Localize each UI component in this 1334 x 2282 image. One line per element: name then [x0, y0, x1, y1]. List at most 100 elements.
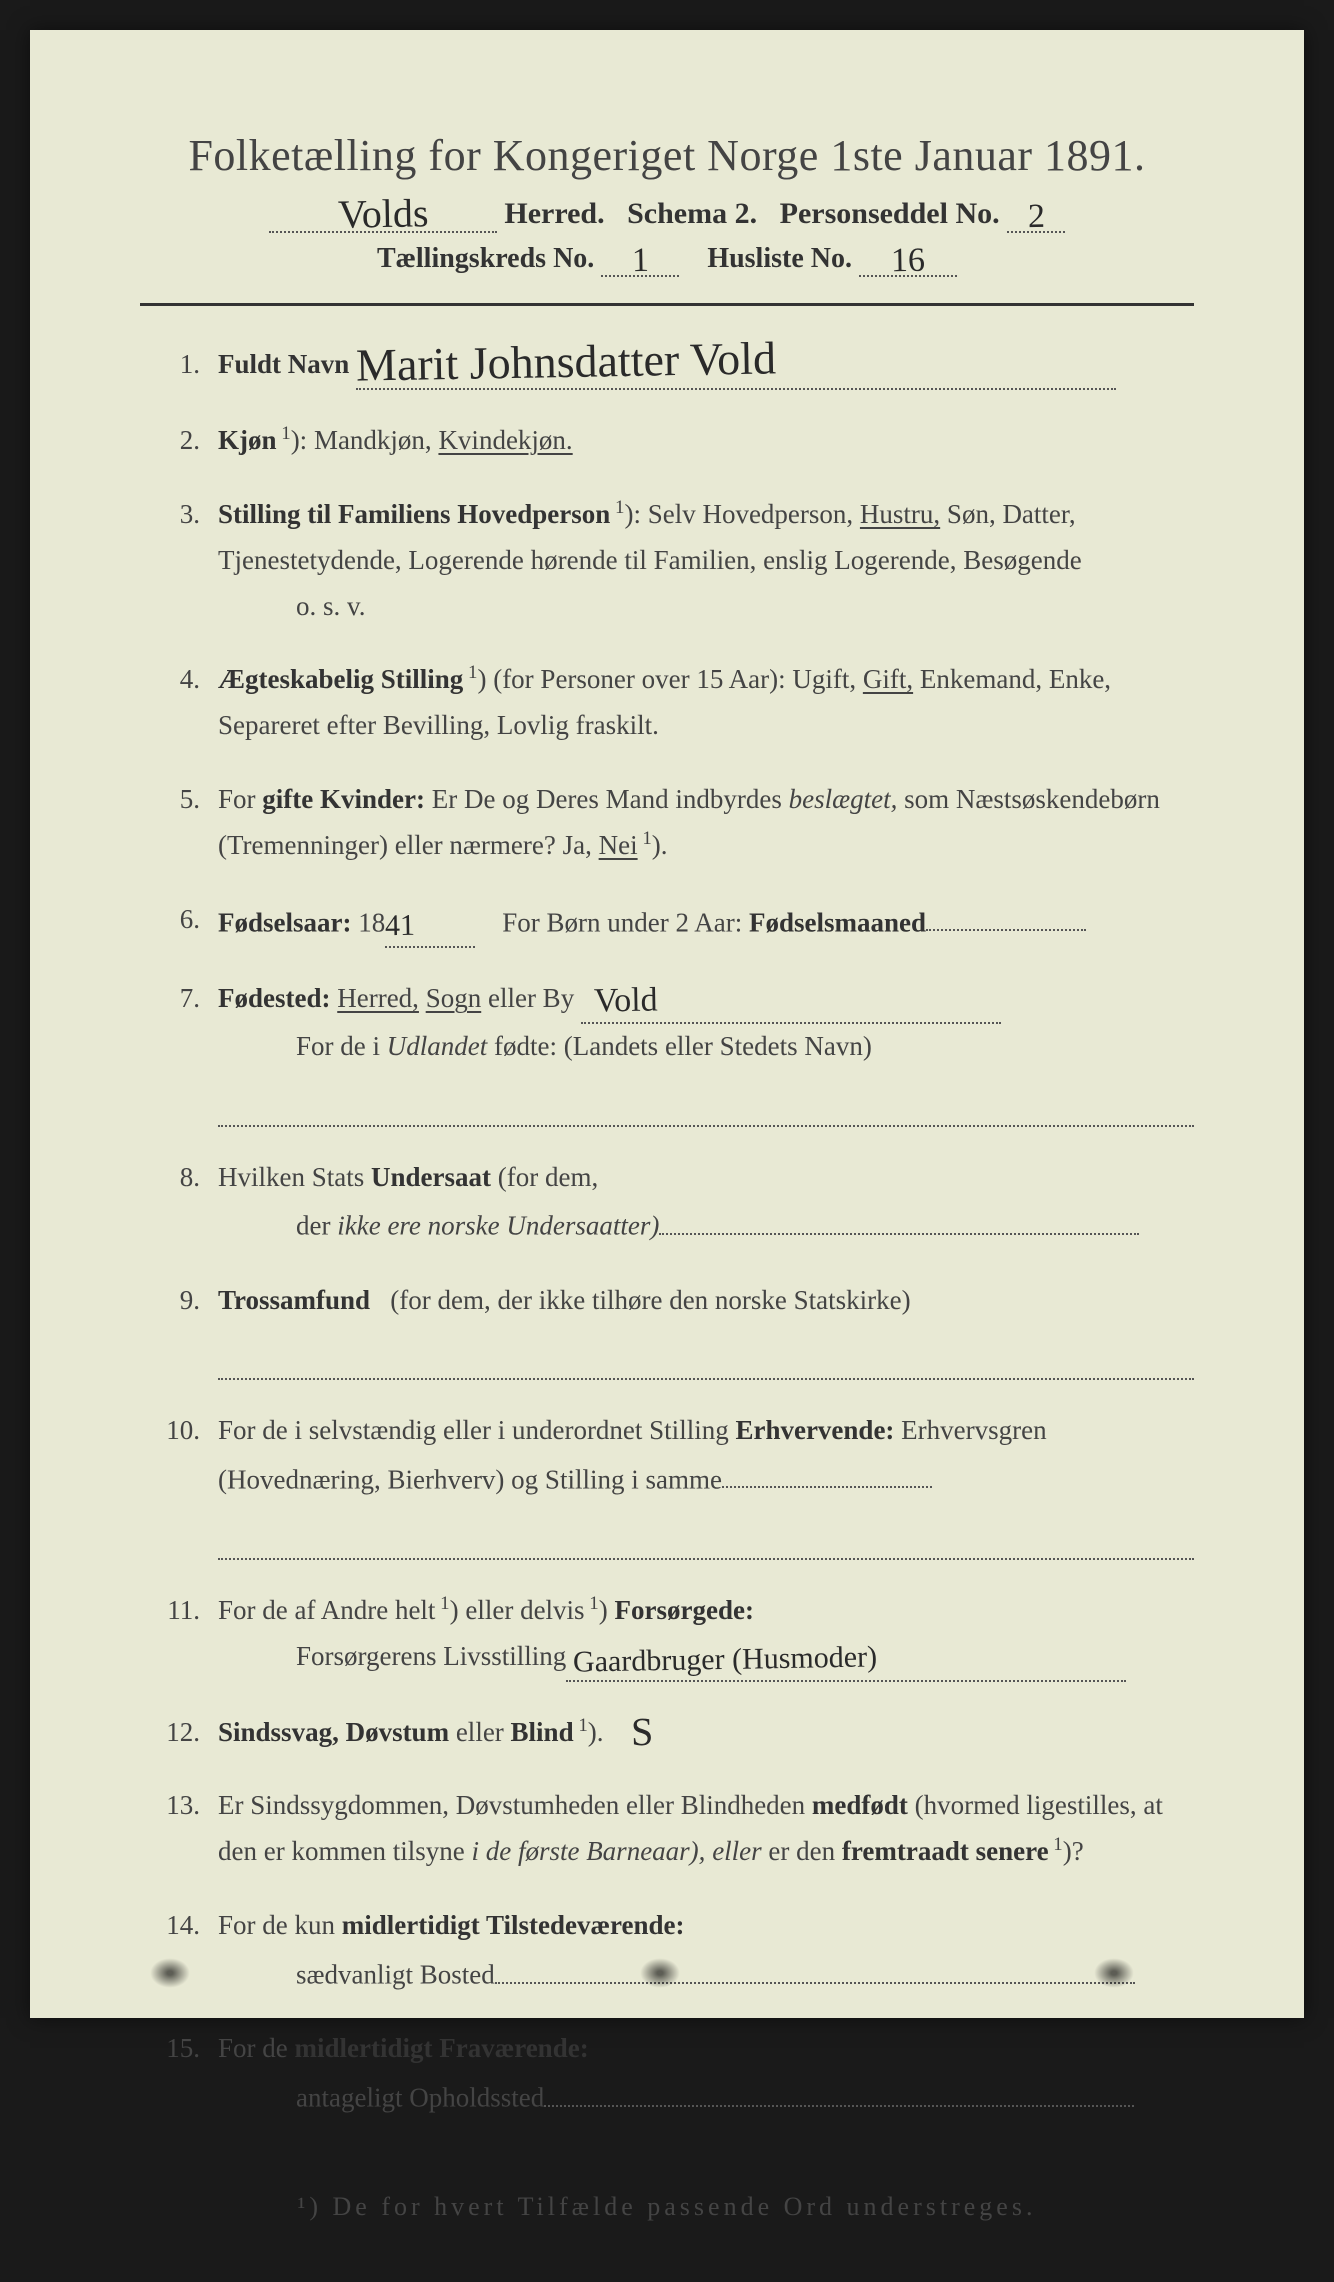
husliste-handwritten: 16 — [891, 251, 925, 272]
q7-text1: eller By — [488, 983, 574, 1013]
census-form-page: Folketælling for Kongeriget Norge 1ste J… — [30, 30, 1304, 2018]
q10-dotfill — [218, 1517, 1194, 1560]
q11-text1: For de af Andre helt — [218, 1595, 435, 1625]
q7-line2: For de i Udlandet fødte: (Landets eller … — [218, 1024, 1194, 1070]
personseddel-field: 2 — [1007, 197, 1065, 233]
q10-b1: Erhvervende: — [735, 1415, 894, 1445]
q13-i1: i de første Barneaar), — [471, 1836, 705, 1866]
q8: Hvilken Stats Undersaat (for dem, der ik… — [140, 1155, 1194, 1250]
q8-line2: der ikke ere norske Undersaatter) — [218, 1200, 1194, 1249]
herred-field: Volds — [269, 197, 497, 233]
q12: Sindssvag, Døvstum eller Blind 1). S — [140, 1710, 1194, 1756]
q10: For de i selvstændig eller i underordnet… — [140, 1408, 1194, 1560]
q11: For de af Andre helt 1) eller delvis 1) … — [140, 1588, 1194, 1682]
q13-b2: fremtraadt senere — [842, 1836, 1049, 1866]
q8-i1: ikke ere norske Undersaatter) — [337, 1211, 659, 1241]
q7-i1: Udlandet — [387, 1031, 488, 1061]
q8-b1: Undersaat — [371, 1162, 491, 1192]
q11-line2: Forsørgerens Livsstilling Gaardbruger (H… — [218, 1634, 1194, 1682]
q15-b1: midlertidigt Fraværende: — [295, 2033, 589, 2063]
q15-text2: antageligt Opholdssted — [296, 2083, 544, 2113]
q13-text1: Er Sindssygdommen, Døvstumheden eller Bl… — [218, 1790, 805, 1820]
q10-text1: For de i selvstændig eller i underordnet… — [218, 1415, 729, 1445]
schema-label: Schema 2. — [627, 197, 757, 230]
q14-line2: sædvanligt Bosted — [218, 1949, 1194, 1998]
q1: Fuldt Navn Marit Johnsdatter Vold — [140, 342, 1194, 390]
kreds-handwritten: 1 — [632, 251, 649, 272]
q4-label: Ægteskabelig Stilling — [218, 664, 463, 694]
kreds-label: Tællingskreds No. — [377, 243, 594, 274]
header-line-3: Tællingskreds No. 1 Husliste No. 16 — [140, 243, 1194, 277]
personseddel-label: Personseddel No. — [780, 197, 1000, 230]
smudge-right — [1094, 1958, 1134, 1988]
q13-text3: er den — [768, 1836, 835, 1866]
smudge-center — [640, 1958, 680, 1988]
q2: Kjøn 1): Mandkjøn, Kvindekjøn. — [140, 418, 1194, 464]
personseddel-handwritten: 2 — [1027, 207, 1044, 228]
header-line-2: Volds Herred. Schema 2. Personseddel No.… — [140, 197, 1194, 233]
q15-line2: antageligt Opholdssted — [218, 2072, 1194, 2121]
q5-label-a: For — [218, 784, 256, 814]
q5-nei-selected: Nei — [599, 830, 638, 860]
q11-sup1: 1 — [435, 1593, 449, 1614]
q11-field: Gaardbruger (Husmoder) — [566, 1634, 1126, 1682]
q7-text3: fødte: (Landets eller Stedets Navn) — [494, 1031, 872, 1061]
q12-b1: Sindssvag, Døvstum — [218, 1717, 449, 1747]
q7: Fødested: Herred, Sogn eller By Vold For… — [140, 976, 1194, 1126]
q3-text1: Selv Hovedperson, — [648, 499, 853, 529]
q7-dotfill — [218, 1084, 1194, 1127]
q6: Fødselsaar: 1841 For Børn under 2 Aar: F… — [140, 897, 1194, 948]
q3-label: Stilling til Familiens Hovedperson — [218, 499, 610, 529]
herred-label: Herred. — [504, 197, 604, 230]
q11-b1: Forsørgede: — [615, 1595, 754, 1625]
q7-hw: Vold — [594, 991, 658, 1012]
q14-field — [495, 1949, 1135, 1983]
footnote: ¹) De for hvert Tilfælde passende Ord un… — [140, 2192, 1194, 2222]
q12-hw: S — [630, 1719, 653, 1743]
q6-year-hw: 41 — [385, 917, 415, 936]
q5-text1: Er De og Deres Mand indbyrdes — [432, 784, 782, 814]
q9-b1: Trossamfund — [218, 1285, 370, 1315]
q2-label: Kjøn — [218, 425, 277, 455]
q8-field — [659, 1200, 1139, 1234]
q6-label2: Fødselsmaaned — [749, 907, 926, 937]
q4-gift-selected: Gift, — [863, 664, 913, 694]
divider-rule — [140, 303, 1194, 306]
q7-opt1: Herred, — [337, 983, 419, 1013]
q5-sup: 1 — [638, 828, 652, 849]
q6-month-field — [926, 897, 1086, 931]
q11-hw: Gaardbruger (Husmoder) — [573, 1648, 877, 1671]
q13: Er Sindssygdommen, Døvstumheden eller Bl… — [140, 1783, 1194, 1875]
q2-sup: 1 — [277, 423, 291, 444]
questions-list: Fuldt Navn Marit Johnsdatter Vold Kjøn 1… — [140, 342, 1194, 2122]
q4-sup: 1 — [463, 662, 477, 683]
q6-year-field: 41 — [385, 900, 475, 948]
q8-text2: (for dem, — [498, 1162, 598, 1192]
herred-handwritten: Volds — [337, 201, 428, 227]
q5-label-b: gifte Kvinder: — [262, 784, 425, 814]
q9-text1: (for dem, der ikke tilhøre den norske St… — [390, 1285, 910, 1315]
q6-label: Fødselsaar: — [218, 907, 351, 937]
q3-hustru-selected: Hustru, — [860, 499, 940, 529]
q7-field: Vold — [581, 976, 1001, 1024]
main-title: Folketælling for Kongeriget Norge 1ste J… — [140, 130, 1194, 181]
q6-year-prefix: 18 — [358, 907, 385, 937]
q8-text1: Hvilken Stats — [218, 1162, 364, 1192]
q4: Ægteskabelig Stilling 1) (for Personer o… — [140, 657, 1194, 749]
q12-text1: eller — [456, 1717, 504, 1747]
q8-text3: der — [296, 1211, 330, 1241]
q5: For gifte Kvinder: Er De og Deres Mand i… — [140, 777, 1194, 869]
q3-sup: 1 — [610, 497, 624, 518]
smudge-left — [150, 1958, 190, 1988]
q3-text3: o. s. v. — [218, 584, 1194, 630]
q9-dotfill — [218, 1338, 1194, 1381]
q14-b1: midlertidigt Tilstedeværende: — [342, 1910, 685, 1940]
kreds-field: 1 — [601, 243, 679, 277]
q14-text1: For de kun — [218, 1910, 335, 1940]
q12-sup: 1 — [574, 1715, 588, 1736]
q1-handwritten: Marit Johnsdatter Vold — [356, 344, 776, 379]
q12-b2: Blind — [511, 1717, 574, 1747]
q15-text1: For de — [218, 2033, 288, 2063]
q2-opt2-selected: Kvindekjøn. — [438, 425, 572, 455]
husliste-label: Husliste No. — [707, 243, 852, 274]
